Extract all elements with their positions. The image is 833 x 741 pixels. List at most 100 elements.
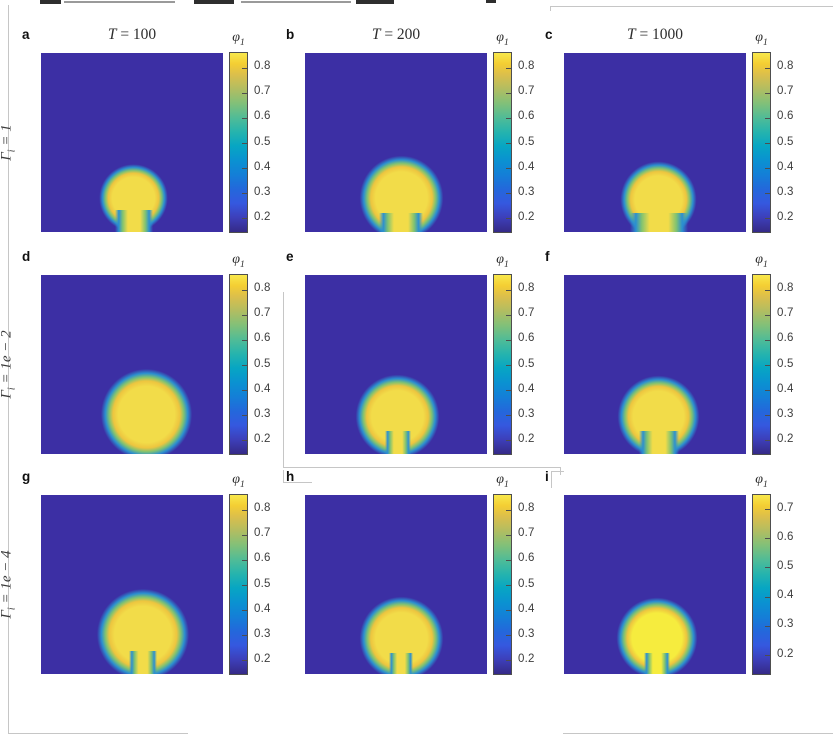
title-variable: T	[626, 26, 636, 43]
colorbar-tick-label: 0.7	[254, 85, 271, 98]
colorbar-label-symbol: φ	[496, 252, 504, 267]
colorbar-tick-mark	[765, 365, 770, 366]
colorbar-tick-mark	[506, 660, 511, 662]
colorbar-tick-label: 0.7	[777, 307, 794, 320]
panel-letter: i	[545, 469, 549, 484]
colorbar-tick-mark	[242, 440, 247, 442]
colorbar-tick-mark	[506, 117, 511, 119]
colorbar	[229, 494, 248, 675]
colorbar-tick-label: 0.2	[777, 432, 794, 445]
colorbar-tick-mark	[506, 314, 511, 316]
panel-letter: g	[22, 469, 31, 484]
colorbar-tick-mark	[506, 635, 511, 637]
clipped-text-fragment	[356, 0, 394, 4]
colorbar-tick-label: 0.6	[254, 552, 271, 565]
colorbar-label: φ1	[481, 252, 525, 270]
colorbar-tick-mark	[765, 625, 770, 627]
colorbar-tick-mark	[765, 440, 770, 442]
colorbar-tick-mark	[765, 596, 770, 598]
colorbar	[752, 52, 771, 233]
colorbar-tick-label: 0.8	[254, 502, 271, 515]
droplet-neck	[643, 652, 670, 674]
colorbar-tick-label: 0.5	[254, 357, 271, 370]
colorbar-label-symbol: φ	[232, 472, 240, 487]
colorbar-label-subscript: 1	[504, 479, 509, 490]
row-label-value: = 1e − 2	[0, 329, 15, 387]
droplet-neck	[384, 431, 411, 454]
colorbar-tick-mark	[242, 193, 247, 195]
droplet-neck	[638, 430, 679, 454]
colorbar-label-subscript: 1	[504, 259, 509, 270]
colorbar-tick-mark	[242, 92, 247, 94]
colorbar-label-symbol: φ	[232, 30, 240, 45]
colorbar-tick-label: 0.4	[777, 589, 794, 602]
panel-letter: e	[286, 249, 294, 264]
panel-letter: f	[545, 249, 550, 264]
title-value: = 1000	[635, 26, 684, 43]
annotation-line-left	[8, 5, 9, 733]
colorbar-tick-label: 0.4	[518, 602, 535, 615]
colorbar-tick-label: 0.3	[518, 185, 535, 198]
colorbar-label-symbol: φ	[496, 30, 504, 45]
annotation-corner-h-v	[283, 470, 284, 483]
colorbar-tick-mark	[506, 415, 511, 417]
colorbar-tick-mark	[242, 289, 247, 291]
colorbar-tick-label: 0.2	[518, 652, 535, 665]
heatmap-plot	[305, 53, 487, 232]
colorbar-label: φ1	[217, 30, 261, 48]
colorbar-tick-label: 0.6	[254, 110, 271, 123]
colorbar-tick-mark	[242, 415, 247, 417]
colorbar-tick-mark	[765, 390, 770, 392]
colorbar-tick-label: 0.7	[518, 85, 535, 98]
row-label: Γi = 1	[0, 57, 18, 227]
colorbar-tick-label: 0.7	[518, 307, 535, 320]
heatmap-plot	[564, 275, 746, 454]
colorbar-tick-mark	[506, 339, 511, 341]
colorbar-tick-mark	[506, 509, 511, 511]
title-value: = 100	[116, 26, 157, 43]
colorbar-tick-mark	[242, 168, 247, 170]
colorbar-tick-label: 0.2	[518, 210, 535, 223]
annotation-line-top-right	[550, 6, 833, 7]
heatmap-plot	[305, 495, 487, 674]
colorbar-label-subscript: 1	[240, 259, 245, 270]
colorbar-tick-mark	[242, 314, 247, 316]
colorbar-label-symbol: φ	[755, 472, 763, 487]
colorbar-tick-label: 0.2	[254, 210, 271, 223]
colorbar-tick-mark	[242, 390, 247, 392]
colorbar-tick-label: 0.2	[777, 647, 794, 660]
colorbar-tick-mark	[765, 92, 770, 94]
annotation-box-e-left	[283, 292, 284, 467]
colorbar-label: φ1	[481, 30, 525, 48]
row-label-value: = 1	[0, 123, 15, 149]
row-label-symbol: Γ	[0, 609, 15, 619]
colorbar-tick-mark	[765, 143, 770, 144]
colorbar-label-symbol: φ	[232, 252, 240, 267]
colorbar-tick-mark	[242, 509, 247, 511]
droplet-neck	[389, 653, 414, 674]
colorbar-tick-label: 0.5	[777, 559, 794, 572]
droplet-neck	[128, 650, 157, 674]
row-label: Γi = 1e − 4	[0, 499, 18, 669]
panel-title: T = 1000	[575, 26, 735, 44]
colorbar-tick-label: 0.6	[254, 332, 271, 345]
row-label: Γi = 1e − 2	[0, 279, 18, 449]
colorbar-label-subscript: 1	[763, 37, 768, 48]
colorbar-tick-label: 0.5	[777, 135, 794, 148]
colorbar-tick-label: 0.3	[254, 407, 271, 420]
colorbar-tick-label: 0.7	[518, 527, 535, 540]
colorbar-tick-mark	[506, 365, 511, 366]
colorbar-tick-label: 0.5	[518, 577, 535, 590]
colorbar-tick-label: 0.4	[518, 160, 535, 173]
colorbar-tick-label: 0.3	[777, 185, 794, 198]
colorbar-tick-label: 0.2	[254, 432, 271, 445]
colorbar-tick-mark	[765, 314, 770, 316]
colorbar-tick-mark	[242, 67, 247, 69]
heatmap-plot	[41, 275, 223, 454]
colorbar-label-subscript: 1	[504, 37, 509, 48]
colorbar-tick-label: 0.4	[518, 382, 535, 395]
row-label-symbol: Γ	[0, 389, 15, 399]
clipped-text-fragment	[486, 0, 496, 3]
colorbar-tick-mark	[506, 559, 511, 561]
